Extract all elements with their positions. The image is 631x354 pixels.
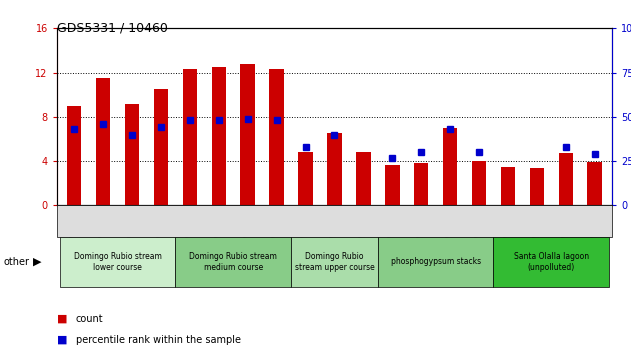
Bar <box>327 133 341 205</box>
Text: GDS5331 / 10460: GDS5331 / 10460 <box>57 21 168 34</box>
Bar <box>414 163 428 205</box>
Text: Domingo Rubio stream
lower course: Domingo Rubio stream lower course <box>74 252 162 272</box>
Text: ▶: ▶ <box>33 257 41 267</box>
Bar <box>356 152 370 205</box>
Bar <box>472 161 487 205</box>
Bar <box>443 128 457 205</box>
Text: Santa Olalla lagoon
(unpolluted): Santa Olalla lagoon (unpolluted) <box>514 252 589 272</box>
Text: count: count <box>76 314 103 324</box>
Bar <box>211 67 226 205</box>
Bar <box>385 166 399 205</box>
Text: Domingo Rubio
stream upper course: Domingo Rubio stream upper course <box>295 252 374 272</box>
Text: other: other <box>3 257 29 267</box>
Text: ■: ■ <box>57 335 68 345</box>
Bar <box>558 153 573 205</box>
Bar <box>67 106 81 205</box>
Bar <box>240 64 255 205</box>
Text: Domingo Rubio stream
medium course: Domingo Rubio stream medium course <box>189 252 277 272</box>
Bar <box>96 78 110 205</box>
Bar <box>501 167 515 205</box>
Text: percentile rank within the sample: percentile rank within the sample <box>76 335 240 345</box>
Bar <box>529 168 544 205</box>
Bar <box>269 69 284 205</box>
Bar <box>587 162 602 205</box>
Bar <box>125 104 139 205</box>
Bar <box>298 152 313 205</box>
Text: ■: ■ <box>57 314 68 324</box>
Bar <box>154 89 168 205</box>
Bar <box>182 69 197 205</box>
Text: phosphogypsum stacks: phosphogypsum stacks <box>391 257 481 267</box>
